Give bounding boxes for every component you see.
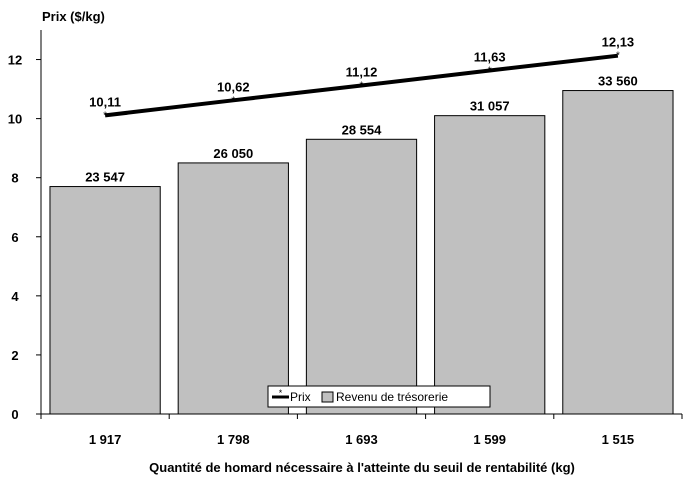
y-tick-label-2: 4 — [11, 289, 19, 304]
x-axis-title: Quantité de homard nécessaire à l'attein… — [149, 460, 575, 475]
x-tick-label-4: 1 515 — [602, 432, 635, 447]
bar-label-1: 26 050 — [213, 146, 253, 161]
y-tick-label-1: 2 — [11, 348, 18, 363]
legend-prix-marker: * — [279, 388, 283, 398]
legend: * Prix Revenu de trésorerie — [267, 385, 491, 408]
bars-layer: 23 547 26 050 28 554 31 057 33 560 — [49, 74, 674, 415]
y-axis-title: Prix ($/kg) — [42, 9, 105, 24]
bar-4 — [562, 90, 674, 415]
price-marker-4: * — [616, 51, 620, 62]
bar-3 — [434, 115, 546, 415]
price-label-2: 11,12 — [346, 65, 378, 80]
bar-2 — [305, 138, 418, 415]
bar-1 — [177, 162, 289, 415]
bar-label-3: 31 057 — [470, 99, 510, 114]
x-tick-label-2: 1 693 — [345, 432, 378, 447]
price-label-4: 12,13 — [602, 35, 635, 50]
bar-label-2: 28 554 — [342, 122, 383, 137]
y-tick-label-6: 12 — [8, 53, 22, 68]
x-tick-label-0: 1 917 — [89, 432, 122, 447]
y-tick-label-3: 6 — [11, 230, 18, 245]
price-label-1: 10,62 — [217, 79, 250, 94]
y-tick-label-4: 8 — [11, 171, 18, 186]
legend-revenu-swatch — [321, 391, 334, 403]
bar-label-4: 33 560 — [598, 74, 638, 89]
price-marker-3: * — [488, 65, 492, 76]
price-label-0: 10,11 — [89, 94, 121, 109]
price-label-3: 11,63 — [474, 49, 506, 64]
price-line-layer: *10,11 *10,62 *11,12 *11,63 *12,13 — [89, 35, 634, 122]
bar-0 — [49, 186, 161, 415]
y-tick-label-0: 0 — [11, 407, 18, 422]
legend-prix-label: Prix — [290, 390, 311, 404]
y-tick-label-5: 10 — [8, 112, 22, 127]
price-line — [104, 53, 619, 118]
bar-label-0: 23 547 — [85, 170, 125, 185]
legend-revenu-label: Revenu de trésorerie — [336, 390, 448, 404]
x-tick-label-3: 1 599 — [473, 432, 506, 447]
price-marker-0: * — [103, 110, 107, 121]
price-marker-1: * — [231, 95, 235, 106]
x-tick-label-1: 1 798 — [217, 432, 250, 447]
axes: 0 2 4 6 8 10 12 1 917 1 798 1 693 1 599 1 515 — [8, 30, 683, 447]
price-marker-2: * — [360, 81, 364, 92]
